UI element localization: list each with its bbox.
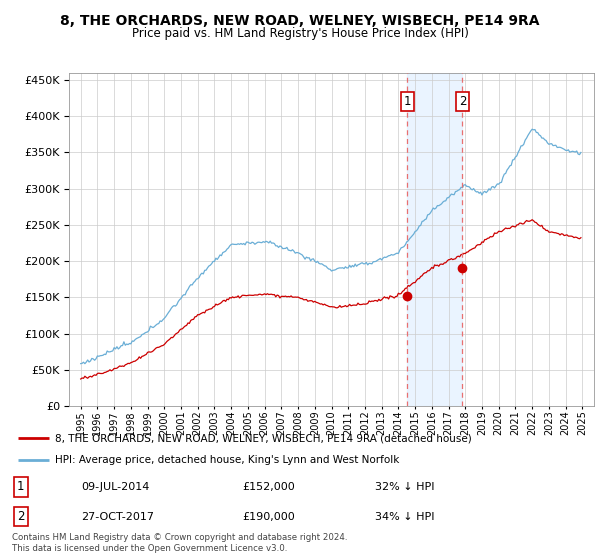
Text: 2: 2 <box>458 95 466 108</box>
Text: 32% ↓ HPI: 32% ↓ HPI <box>375 482 434 492</box>
Text: Contains HM Land Registry data © Crown copyright and database right 2024.
This d: Contains HM Land Registry data © Crown c… <box>12 533 347 553</box>
Text: 8, THE ORCHARDS, NEW ROAD, WELNEY, WISBECH, PE14 9RA: 8, THE ORCHARDS, NEW ROAD, WELNEY, WISBE… <box>60 14 540 28</box>
Text: 1: 1 <box>17 480 25 493</box>
Text: Price paid vs. HM Land Registry's House Price Index (HPI): Price paid vs. HM Land Registry's House … <box>131 27 469 40</box>
Text: 09-JUL-2014: 09-JUL-2014 <box>81 482 149 492</box>
Bar <box>407 73 463 406</box>
Text: 1: 1 <box>404 95 411 108</box>
Text: £152,000: £152,000 <box>242 482 295 492</box>
Text: 2: 2 <box>17 510 25 523</box>
Text: HPI: Average price, detached house, King's Lynn and West Norfolk: HPI: Average price, detached house, King… <box>55 455 400 465</box>
Text: 34% ↓ HPI: 34% ↓ HPI <box>375 512 434 521</box>
Text: 27-OCT-2017: 27-OCT-2017 <box>81 512 154 521</box>
Text: 8, THE ORCHARDS, NEW ROAD, WELNEY, WISBECH, PE14 9RA (detached house): 8, THE ORCHARDS, NEW ROAD, WELNEY, WISBE… <box>55 433 472 444</box>
Text: £190,000: £190,000 <box>242 512 295 521</box>
